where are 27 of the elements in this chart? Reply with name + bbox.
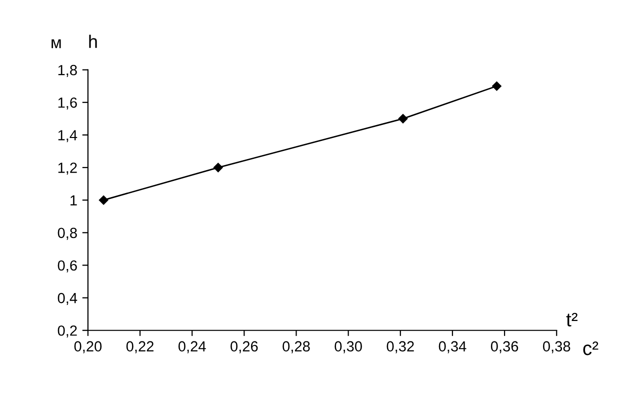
x-tick-label: 0,22: [126, 341, 154, 354]
x-axis-title: t²: [566, 312, 578, 326]
x-tick-label: 0,28: [282, 341, 310, 354]
x-tick-label: 0,30: [334, 341, 362, 354]
y-axis-title: h: [89, 34, 97, 48]
y-tick-label: 1: [70, 195, 77, 206]
y-tick-label: 1,8: [58, 64, 77, 77]
x-tick-label: 0,32: [386, 341, 414, 354]
y-tick-label: 1,6: [58, 97, 77, 110]
y-tick-label: 0,4: [58, 292, 78, 305]
y-tick-label: 0,6: [58, 260, 77, 272]
x-tick-label: 0,36: [490, 341, 518, 354]
x-tick-label: 0,34: [438, 341, 466, 354]
point: [98, 195, 108, 205]
y-tick-label: 0,8: [58, 228, 77, 240]
x-tick-label: 0,20: [74, 341, 102, 354]
x-tick-label: 0,24: [178, 341, 206, 354]
y-tick-label: 1,2: [58, 162, 77, 175]
x-tick-label: 0,38: [542, 341, 570, 354]
y-tick-label: 1,4: [58, 130, 78, 142]
point: [398, 114, 408, 124]
y-tick-label: 0,2: [58, 325, 77, 338]
point: [214, 162, 223, 172]
text: с²: [583, 342, 598, 356]
x-tick-label: 0,26: [230, 341, 258, 354]
text: м: [52, 39, 61, 48]
point: [492, 81, 502, 91]
